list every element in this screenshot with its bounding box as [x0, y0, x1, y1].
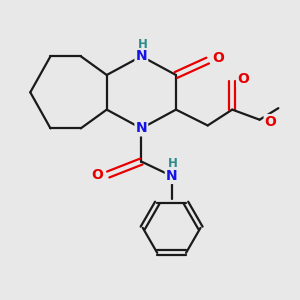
Text: O: O — [91, 167, 103, 182]
Text: O: O — [237, 72, 249, 86]
Text: N: N — [166, 169, 177, 183]
Text: H: H — [168, 157, 178, 170]
Text: N: N — [136, 49, 147, 63]
Text: N: N — [136, 122, 147, 135]
Text: H: H — [138, 38, 148, 51]
Text: O: O — [265, 115, 277, 129]
Text: O: O — [213, 51, 225, 65]
